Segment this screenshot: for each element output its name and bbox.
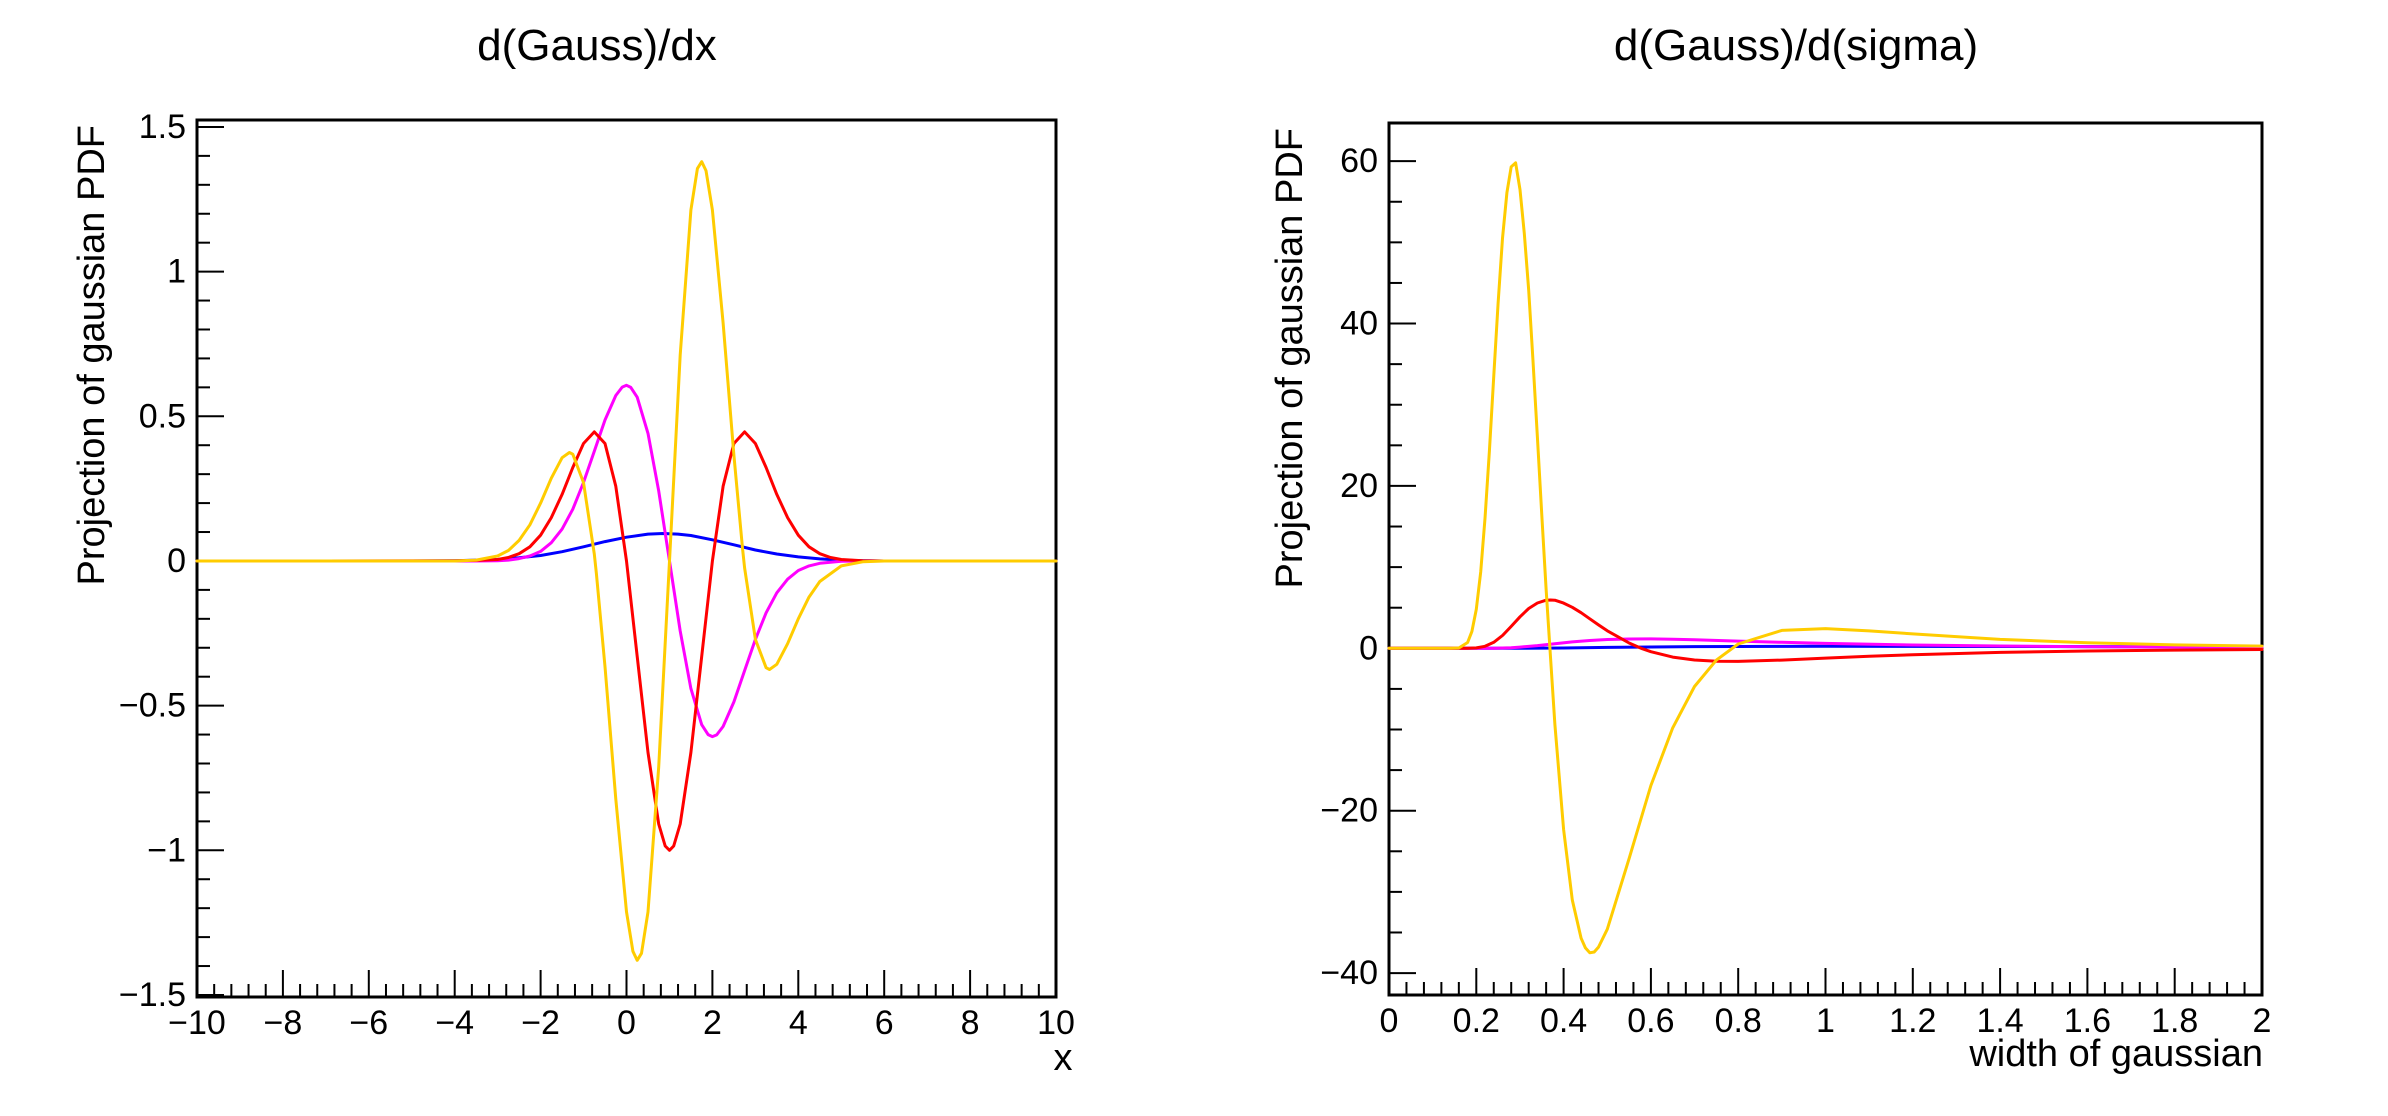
x-tick-label: 1.2 [1889,1002,1936,1040]
x-tick-label: 10 [1037,1004,1075,1042]
y-tick-label: −1 [147,831,186,869]
x-tick-label: 0.2 [1453,1002,1500,1040]
page-title: d(Gauss)/dx [477,21,717,70]
axis-ticks [196,125,1057,997]
x-tick-label: 0 [1380,1002,1399,1040]
y-tick-label: 40 [1340,305,1378,343]
x-tick-label: 0 [617,1004,636,1042]
y-tick-label: 1.5 [139,108,186,146]
y-tick-label: −20 [1320,792,1378,830]
x-tick-label: 0.6 [1627,1002,1674,1040]
x-tick-label: 2 [703,1004,722,1042]
y-tick-label: −0.5 [119,687,186,725]
y-tick-label: 1 [167,253,186,291]
x-tick-label: −6 [349,1004,388,1042]
x-tick-label: 1.4 [1976,1002,2023,1040]
x-tick-label: 8 [961,1004,980,1042]
x-tick-label: −8 [264,1004,303,1042]
plot-area-left: −10 −8 −6 −4 −2 0 2 4 6 8 10 −1.5 −1 −0.5 0 0.5 1 1.5 [119,108,1075,1042]
pad-left: d(Gauss)/dx Projection of gaussian PDF x… [71,21,1075,1079]
x-tick-label: −10 [168,1004,226,1042]
pad-right: d(Gauss)/d(sigma) Projection of gaussian… [1269,21,2271,1075]
x-axis-title: x [1054,1037,1073,1079]
curve-d3-gauss-dx3 [195,160,1058,962]
curve-d2-gauss-dsigma2 [1387,598,2264,663]
plot-area-right: 0 0.2 0.4 0.6 0.8 1 1.2 1.4 1.6 1.8 2 −40 −20 0 20 40 60 [1320,121,2272,1040]
curve-d-gauss-dx [195,383,1058,739]
y-tick-label: −1.5 [119,976,186,1014]
y-axis-title: Projection of gaussian PDF [71,125,113,585]
y-tick-label: 0 [1359,629,1378,667]
x-tick-label: 1.8 [2151,1002,2198,1040]
curve-d3-gauss-dsigma3 [1387,161,2264,955]
x-tick-label: −2 [521,1004,560,1042]
x-tick-label: 1 [1816,1002,1835,1040]
x-tick-label: −4 [435,1004,474,1042]
x-tick-label: 0.8 [1715,1002,1762,1040]
y-tick-label: 20 [1340,467,1378,505]
x-tick-label: 2 [2253,1002,2272,1040]
plot-frame [1387,121,2264,997]
curve-d2-gauss-dx2 [195,430,1058,852]
curve-d-gauss-dsigma [1387,637,2264,650]
x-tick-label: 1.6 [2064,1002,2111,1040]
x-tick-label: 6 [875,1004,894,1042]
x-tick-label: 0.4 [1540,1002,1587,1040]
y-tick-label: −40 [1320,954,1378,992]
y-tick-label: 0 [167,542,186,580]
y-tick-label: 60 [1340,142,1378,180]
y-tick-label: 0.5 [139,397,186,435]
x-tick-label: 4 [789,1004,808,1042]
x-axis-title: width of gaussian [1968,1033,2263,1075]
axis-ticks [1388,160,2263,995]
page-title: d(Gauss)/d(sigma) [1614,21,1978,70]
y-axis-title: Projection of gaussian PDF [1269,128,1311,588]
